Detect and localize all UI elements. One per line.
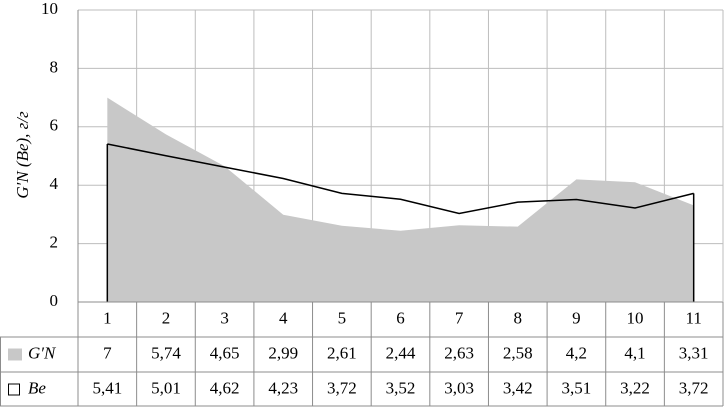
y-tick-label: 0 (50, 291, 59, 310)
data-label: 2,63 (444, 343, 474, 362)
x-tick-label: 3 (220, 308, 229, 327)
data-label: 3,42 (503, 378, 533, 397)
x-tick-label: 7 (455, 308, 464, 327)
area (107, 97, 694, 302)
x-tick-label: 5 (338, 308, 347, 327)
legend-label: Be (28, 378, 46, 397)
legend-label: G′N (28, 343, 57, 362)
x-tick-label: 1 (103, 308, 112, 327)
data-label: 4,1 (624, 343, 645, 362)
data-label: 3,51 (562, 378, 592, 397)
y-tick-label: 4 (50, 174, 59, 193)
data-label: 5,01 (151, 378, 181, 397)
data-label: 7 (103, 343, 112, 362)
x-tick-label: 6 (396, 308, 405, 327)
data-label: 2,61 (327, 343, 357, 362)
y-tick-label: 2 (50, 233, 59, 252)
data-label: 5,74 (151, 343, 181, 362)
data-label: 2,99 (268, 343, 298, 362)
data-label: 4,2 (566, 343, 587, 362)
x-tick-label: 9 (572, 308, 581, 327)
data-label: 3,03 (444, 378, 474, 397)
x-tick-label: 4 (279, 308, 288, 327)
x-tick-label: 8 (514, 308, 523, 327)
y-tick-label: 10 (41, 0, 58, 18)
y-tick-label: 6 (50, 116, 59, 135)
legend-key (8, 348, 22, 361)
data-label: 4,65 (210, 343, 240, 362)
data-label: 3,22 (620, 378, 650, 397)
data-label: 4,62 (210, 378, 240, 397)
y-tick-label: 8 (50, 57, 59, 76)
data-label: 2,44 (386, 343, 416, 362)
data-label: 3,52 (386, 378, 416, 397)
x-tick-label: 2 (162, 308, 171, 327)
data-label: 3,72 (679, 378, 709, 397)
data-label: 5,41 (92, 378, 122, 397)
x-tick-label: 11 (685, 308, 701, 327)
data-label: 2,58 (503, 343, 533, 362)
data-label: 3,72 (327, 378, 357, 397)
x-tick-label: 10 (627, 308, 644, 327)
y-axis-label: G′N (Be), г/г (13, 111, 32, 199)
legend-key (8, 383, 20, 396)
data-label: 3,31 (679, 343, 709, 362)
data-label: 4,23 (268, 378, 298, 397)
line (107, 143, 694, 215)
